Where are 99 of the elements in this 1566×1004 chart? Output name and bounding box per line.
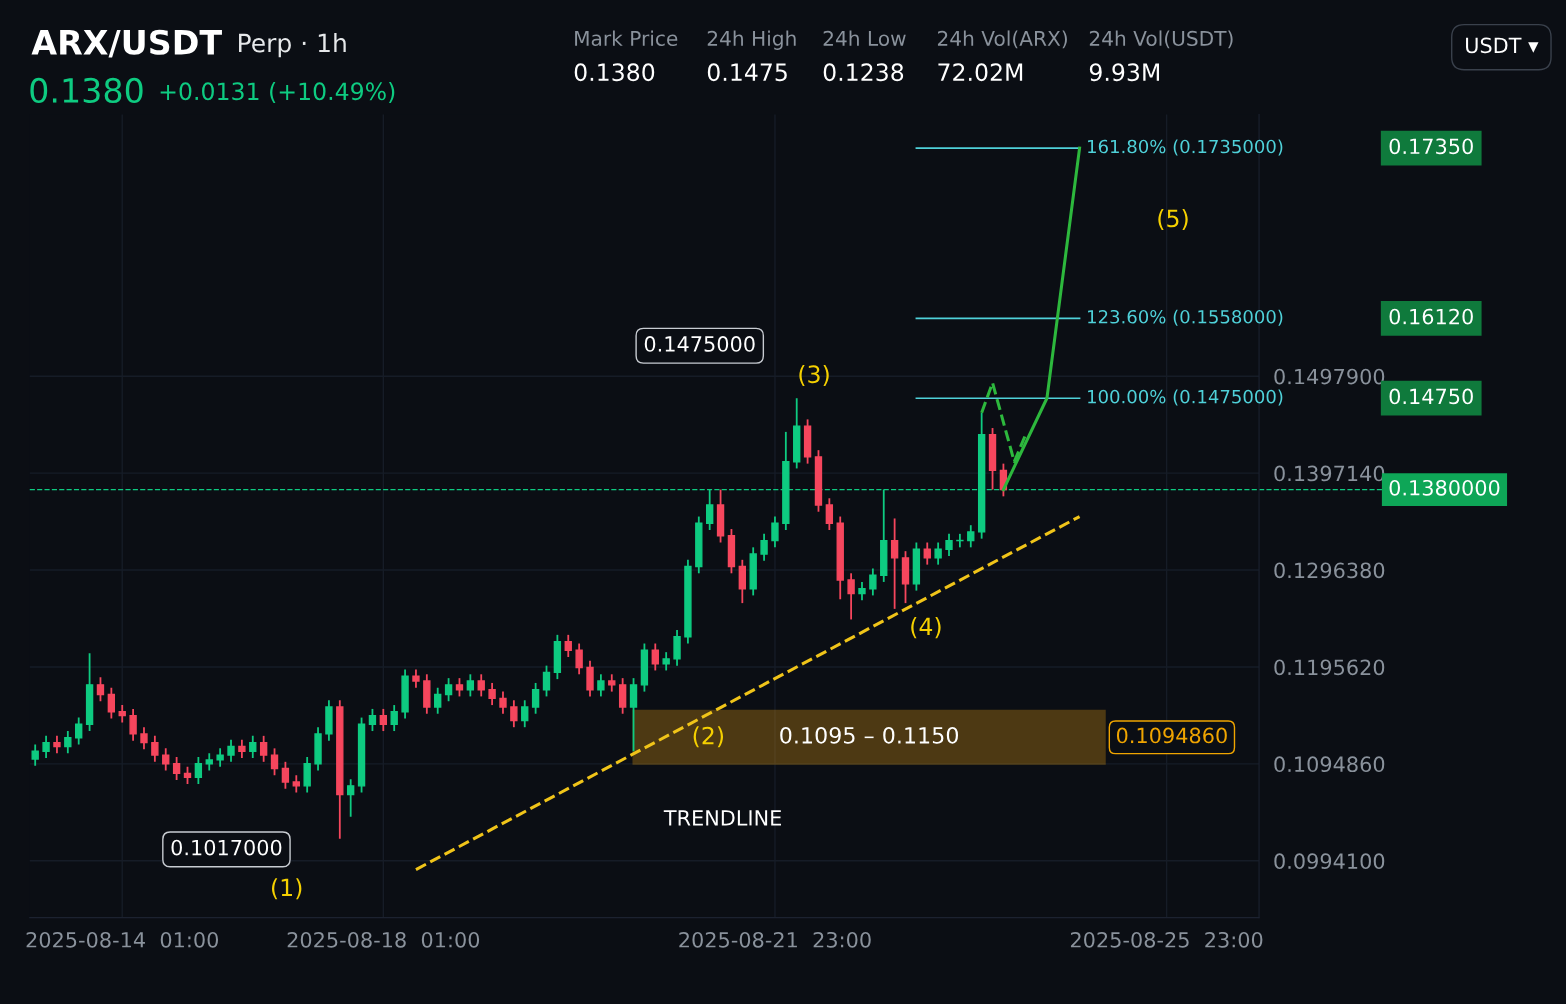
candlestick	[107, 686, 116, 720]
text: 0.16120	[1389, 308, 1473, 325]
ref-line-label: 123.60% (0.1558000)	[1088, 309, 1283, 326]
ref-line-label: 0.1380000	[1389, 479, 1500, 496]
chart-title: ARX/USDT	[31, 29, 222, 58]
candlestick	[390, 704, 398, 732]
candlestick	[455, 677, 464, 698]
chart-subtitle: Perp · 1h	[239, 33, 346, 58]
candlestick	[586, 659, 594, 698]
candlestick	[488, 682, 496, 706]
candlestick	[531, 682, 540, 715]
annotation: 0.1017000	[171, 839, 282, 856]
candlestick	[738, 558, 747, 605]
ref-line-label: 100.00% (0.1475000)	[1088, 389, 1283, 406]
x-tick-label: 2025-08-25 23:00	[1070, 931, 1263, 948]
candlestick	[890, 517, 899, 610]
candlestick	[346, 778, 355, 818]
candlestick	[760, 532, 768, 562]
text: 24h Vol(USDT)	[1089, 30, 1233, 49]
y-tick-label: 0.0994100	[1274, 853, 1385, 870]
candlestick	[510, 699, 518, 729]
annotation: 0.1094860	[1116, 727, 1227, 744]
candlestick	[270, 747, 279, 777]
text: 0.1238	[823, 63, 904, 82]
candlestick	[825, 497, 834, 531]
candlestick	[597, 673, 605, 698]
candlestick	[412, 668, 420, 689]
candlestick	[651, 642, 659, 672]
candlestick	[945, 532, 953, 557]
annotation: 0.1475000	[644, 336, 755, 352]
candlestick	[379, 708, 388, 732]
annotation: (4)	[911, 617, 941, 639]
y-tick-label: 0.1094860	[1274, 756, 1385, 773]
candlestick	[521, 699, 529, 729]
text: 24h High	[707, 30, 796, 50]
candlestick	[618, 677, 627, 715]
annotation: (1)	[271, 878, 302, 900]
y-tick-label: 0.1497900	[1274, 368, 1385, 385]
candlestick	[858, 581, 866, 602]
candlestick	[216, 747, 224, 768]
candlestick	[662, 651, 670, 672]
candlestick	[847, 572, 855, 621]
text: 0.14750	[1389, 388, 1473, 405]
text: +0.0131 (+10.49%)	[160, 81, 395, 103]
text: 72.02M	[938, 63, 1023, 82]
text: 24h Low	[823, 30, 906, 46]
ref-line-label: 161.80% (0.1735000)	[1088, 139, 1283, 156]
candlestick	[151, 734, 159, 763]
candlestick	[162, 747, 170, 772]
candlestick	[75, 716, 83, 746]
candlestick	[434, 686, 442, 715]
candlestick	[575, 642, 583, 676]
annotation: (2)	[693, 726, 724, 748]
text: 24h Vol(ARX)	[937, 30, 1067, 49]
x-tick-label: 2025-08-14 01:00	[26, 931, 219, 948]
text: 9.93M	[1089, 63, 1160, 82]
candlestick	[303, 756, 311, 794]
text: Mark Price	[575, 30, 678, 46]
x-tick-label: 2025-08-18 01:00	[287, 931, 480, 948]
text: 0.1380	[574, 63, 655, 82]
candlestick	[477, 673, 485, 698]
text: 0.1380	[30, 77, 143, 104]
annotation: TRENDLINE	[663, 810, 781, 826]
candlestick	[249, 734, 257, 759]
candlestick	[42, 734, 50, 759]
y-tick-label: 0.1296380	[1274, 562, 1385, 579]
candlestick	[934, 541, 942, 566]
band-label: 0.1095 – 0.1150	[780, 726, 959, 744]
candlestick	[281, 760, 290, 790]
candlestick	[444, 677, 453, 703]
candlestick	[923, 541, 931, 566]
x-tick-label: 2025-08-21 23:00	[679, 931, 871, 948]
annotation: (3)	[799, 364, 829, 386]
candlestick	[564, 633, 572, 658]
candlestick	[194, 756, 203, 785]
candlestick	[869, 567, 877, 597]
candlestick	[259, 734, 268, 763]
text: USDT ▾	[1466, 37, 1539, 54]
annotation: (5)	[1158, 209, 1188, 231]
candlestick	[466, 673, 475, 698]
candlestick	[629, 677, 638, 753]
candlestick	[64, 730, 72, 755]
candlestick	[227, 738, 235, 763]
candlestick	[140, 726, 148, 751]
candlestick	[129, 708, 137, 742]
candlestick	[368, 708, 377, 732]
candlestick	[172, 756, 181, 782]
candlestick	[499, 690, 507, 715]
candlestick	[238, 738, 246, 759]
text: 0.17350	[1389, 138, 1473, 155]
candlestick	[967, 524, 975, 549]
y-tick-label: 0.1195620	[1274, 659, 1385, 676]
candlestick	[771, 515, 779, 549]
text: 0.1475	[707, 63, 787, 82]
candlestick	[542, 664, 551, 698]
y-tick-label: 0.1397140	[1274, 465, 1385, 482]
candlestick	[96, 676, 105, 703]
candlestick	[673, 629, 681, 667]
candlestick	[31, 743, 39, 767]
